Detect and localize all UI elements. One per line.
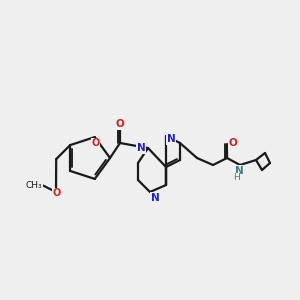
Text: H: H	[232, 173, 239, 182]
Text: CH₃: CH₃	[26, 181, 42, 190]
Text: N: N	[151, 193, 159, 203]
Text: N: N	[136, 143, 146, 153]
Text: O: O	[229, 138, 237, 148]
Text: O: O	[116, 119, 124, 129]
Text: O: O	[92, 138, 100, 148]
Text: O: O	[53, 188, 61, 198]
Text: N: N	[167, 134, 176, 144]
Text: N: N	[235, 166, 243, 176]
